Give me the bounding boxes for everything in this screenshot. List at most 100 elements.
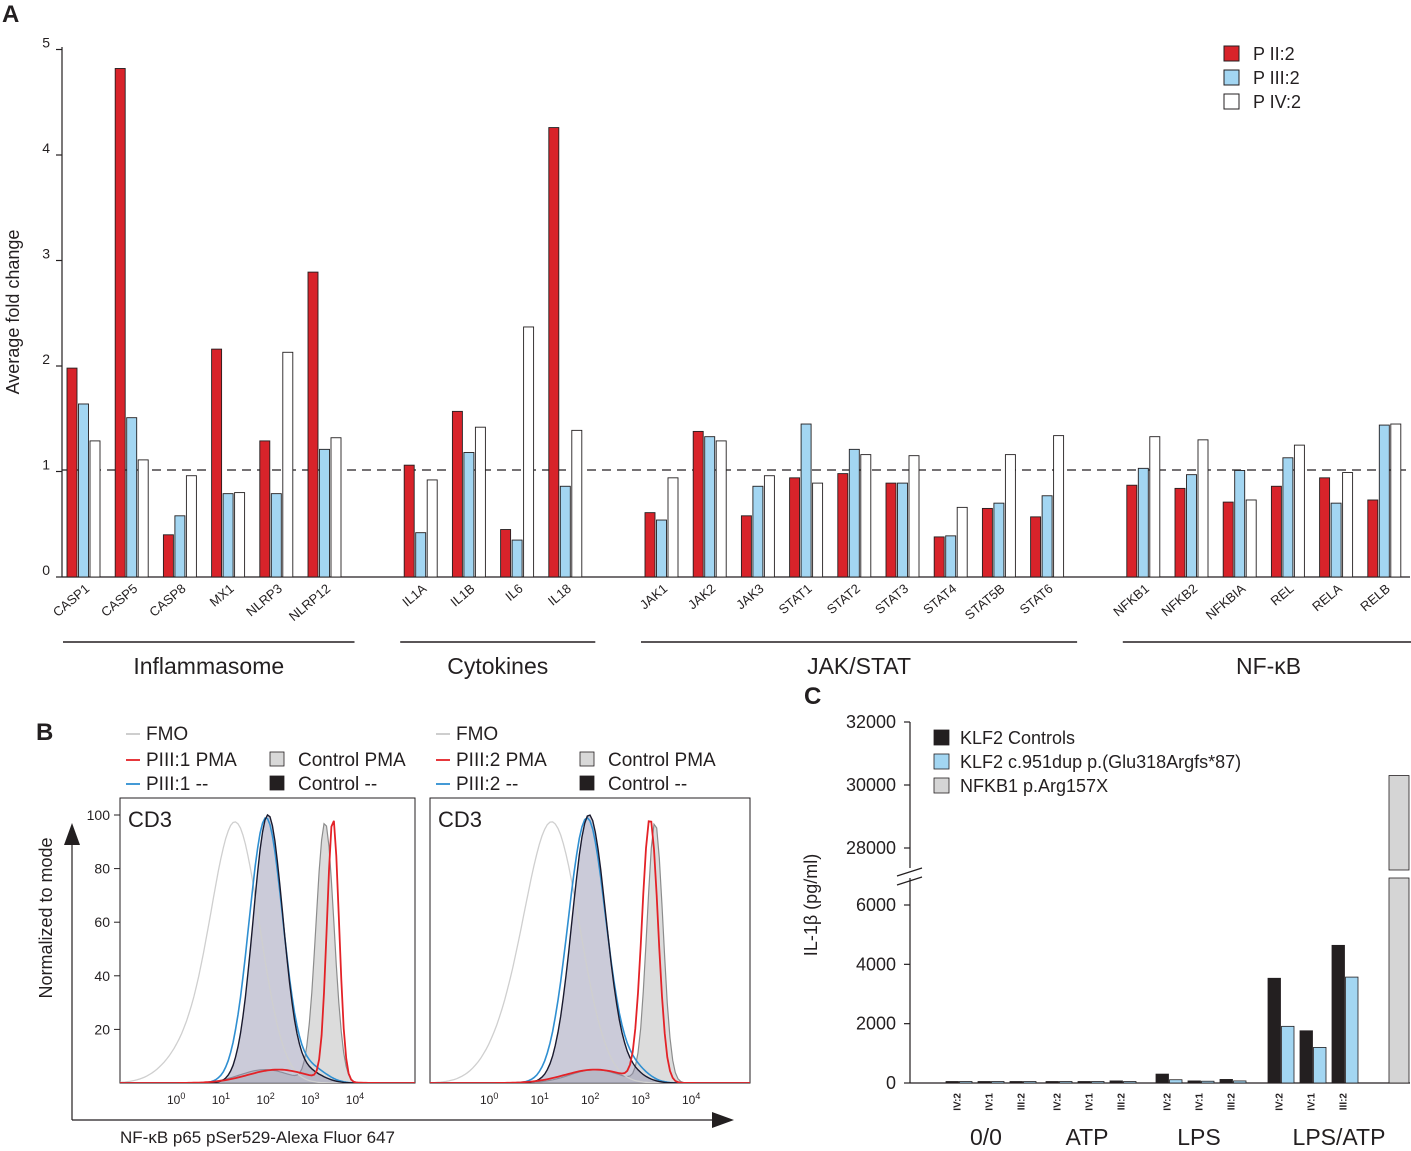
c-y-tick-label: 4000	[856, 954, 896, 974]
c-bar	[1219, 1079, 1233, 1084]
c-bar	[1009, 1081, 1023, 1084]
a-gene-label: STAT6	[1017, 581, 1056, 617]
b-legend-label: Control --	[298, 774, 377, 795]
a-legend-label: P III:2	[1253, 68, 1300, 88]
c-bar	[1155, 1073, 1169, 1084]
c-bar	[1388, 775, 1410, 871]
b-fmo-histogram	[120, 821, 415, 1083]
a-y-tick-label: 1	[42, 457, 50, 473]
b-fmo-histogram	[430, 821, 750, 1083]
b-plot-title-1: CD3	[128, 807, 172, 832]
a-gene-label: NFKBIA	[1203, 581, 1249, 623]
a-bar	[837, 473, 849, 578]
a-gene-labels: CASP1 CASP5 CASP8 MX1 NLRP3 NLRP12 IL1A IL1B IL6…	[50, 581, 1393, 624]
b-legend-label: PIII:2 --	[456, 774, 518, 795]
b-patient-pma-histogram	[430, 820, 750, 1083]
a-bar	[548, 127, 560, 578]
c-legend-swatch	[933, 729, 950, 746]
a-bar	[981, 507, 993, 578]
c-condition-labels: 0/0 ATP LPS LPS/ATP	[970, 1124, 1385, 1150]
a-bar	[307, 271, 319, 578]
c-break-mark-1	[896, 867, 923, 877]
a-bar	[715, 440, 727, 578]
a-bar	[523, 326, 535, 578]
a-group-label: Inflammasome	[133, 653, 284, 679]
a-bar	[426, 479, 438, 578]
a-gene-label: NFKB1	[1110, 581, 1152, 619]
b-x-tick-label: 100	[167, 1091, 185, 1107]
c-sample-label: IV:2	[953, 1093, 964, 1111]
a-bar	[89, 440, 101, 578]
a-bar	[126, 417, 138, 578]
a-bar	[860, 454, 872, 578]
b-legend-label: FMO	[146, 724, 188, 745]
a-bar	[415, 532, 427, 578]
b-legend-label: PIII:2 PMA	[456, 750, 547, 771]
a-gene-label: CASP5	[98, 581, 140, 620]
a-legend-swatch	[1223, 69, 1240, 86]
a-bar	[66, 367, 78, 578]
a-bar	[1174, 487, 1186, 578]
c-bar	[1059, 1081, 1073, 1084]
b-y-ticks: 20 40 60 80 100	[87, 807, 120, 1037]
b-plot-title-2: CD3	[438, 807, 482, 832]
a-bar	[114, 68, 126, 578]
a-bar	[800, 423, 812, 578]
a-bar	[234, 492, 246, 578]
b-x-tick-label: 102	[581, 1091, 599, 1107]
a-bar	[174, 515, 186, 578]
a-y-tick-label: 0	[42, 562, 50, 578]
c-bar	[1345, 976, 1359, 1084]
a-bar	[1319, 477, 1331, 578]
b-x-tick-label: 100	[480, 1091, 498, 1107]
a-gene-label: JAK1	[637, 581, 670, 612]
a-legend: P II:2 P III:2 P IV:2	[1223, 44, 1301, 112]
b-legend-box	[579, 775, 595, 791]
c-bar	[1313, 1047, 1327, 1084]
a-bar	[330, 437, 342, 578]
c-legend-swatch	[933, 753, 950, 770]
c-bar	[1233, 1080, 1247, 1084]
a-bar	[1053, 435, 1065, 578]
a-bar	[667, 477, 679, 578]
b-x-tick-label: 101	[531, 1091, 549, 1107]
c-sample-label: IV:2	[1275, 1093, 1286, 1111]
b-x-ticks: 100 101 102 103 104 100 101 102 103 104	[167, 1091, 700, 1107]
c-y-tick-label: 30000	[846, 775, 896, 795]
a-bar	[1030, 516, 1042, 578]
a-y-tick-label: 5	[42, 35, 50, 51]
b-y-tick-label: 60	[94, 914, 110, 930]
c-y-tick-label: 32000	[846, 712, 896, 732]
a-bar	[282, 351, 294, 578]
a-bar	[211, 348, 223, 578]
c-bars	[945, 775, 1410, 1084]
a-bar	[897, 482, 908, 578]
b-legend-label: Control PMA	[608, 750, 716, 771]
a-bar	[1293, 444, 1305, 578]
b-x-tick-label: 103	[301, 1091, 319, 1107]
a-bar	[812, 482, 824, 578]
a-bar	[1137, 467, 1149, 578]
b-legends: FMO PIII:1 PMA PIII:1 -- Control PMA Control…	[126, 724, 716, 795]
a-bar	[956, 506, 968, 578]
b-y-axis-title: Normalized to mode	[36, 837, 56, 998]
a-gene-label: IL18	[545, 581, 574, 609]
a-bar	[571, 429, 583, 578]
panel-label-b: B	[36, 719, 53, 746]
a-bar	[848, 448, 860, 578]
a-gene-label: IL6	[502, 581, 525, 604]
a-bar	[1282, 457, 1294, 578]
c-bar	[1123, 1081, 1137, 1084]
c-bar	[1388, 877, 1410, 1084]
a-y-tick-label: 2	[42, 351, 50, 367]
a-bar	[222, 493, 234, 578]
a-gene-label: STAT5B	[962, 581, 1008, 623]
a-gene-label: NLRP3	[243, 581, 285, 619]
a-bar	[259, 440, 271, 578]
b-plot-frame-1	[119, 797, 416, 1084]
a-gene-label: RELA	[1309, 581, 1345, 615]
a-bar	[644, 512, 656, 578]
a-gene-label: IL1A	[399, 581, 429, 610]
a-bar	[740, 515, 752, 578]
